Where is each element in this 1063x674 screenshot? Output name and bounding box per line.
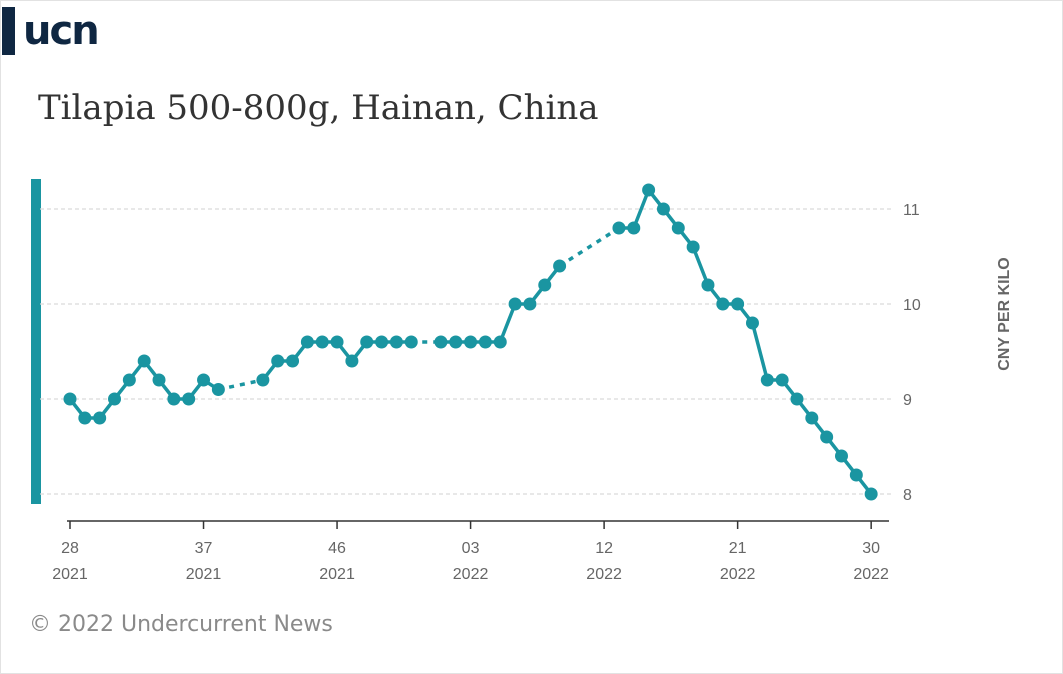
left-accent-bar bbox=[31, 179, 41, 504]
series-point bbox=[182, 392, 196, 406]
copyright-footer: © 2022 Undercurrent News bbox=[29, 612, 333, 637]
series-point bbox=[716, 297, 730, 311]
series-point bbox=[523, 297, 537, 311]
y-tick-label: 9 bbox=[903, 392, 912, 409]
series-point bbox=[820, 430, 834, 444]
y-tick-label: 10 bbox=[903, 297, 921, 314]
logo-text: ucn bbox=[23, 8, 100, 54]
series-point bbox=[671, 221, 685, 235]
series-line-segment bbox=[498, 302, 517, 344]
series-point bbox=[122, 373, 136, 387]
series-point bbox=[300, 335, 314, 349]
x-tick-week-label: 28 bbox=[61, 540, 79, 557]
ucn-logo[interactable]: ucn bbox=[2, 6, 100, 56]
series-point bbox=[360, 335, 374, 349]
series-point bbox=[790, 392, 804, 406]
x-tick-year-label: 2022 bbox=[853, 566, 889, 583]
series-point bbox=[642, 183, 656, 197]
series-point bbox=[553, 259, 567, 273]
series-point bbox=[137, 354, 151, 368]
series-point bbox=[849, 468, 863, 482]
series-point bbox=[464, 335, 478, 349]
series-point bbox=[508, 297, 522, 311]
series-point bbox=[538, 278, 552, 292]
series-point bbox=[805, 411, 819, 425]
x-tick-week-label: 37 bbox=[195, 540, 213, 557]
series-point bbox=[627, 221, 641, 235]
series-point bbox=[197, 373, 211, 387]
series-point bbox=[93, 411, 107, 425]
series-point bbox=[152, 373, 166, 387]
series-point bbox=[760, 373, 774, 387]
x-tick-year-label: 2022 bbox=[720, 566, 756, 583]
series-point bbox=[211, 383, 225, 396]
series-point bbox=[434, 335, 448, 349]
series-point bbox=[315, 335, 329, 349]
series-point bbox=[78, 411, 92, 425]
series-point bbox=[271, 354, 285, 368]
series-point bbox=[745, 316, 759, 330]
x-tick-year-label: 2021 bbox=[319, 566, 355, 583]
series-point bbox=[167, 392, 181, 406]
x-tick-week-label: 03 bbox=[462, 540, 480, 557]
series-point bbox=[286, 354, 300, 368]
series-point bbox=[375, 335, 389, 349]
series-point bbox=[449, 335, 463, 349]
series-point bbox=[63, 392, 77, 406]
x-tick-week-label: 46 bbox=[328, 540, 346, 557]
chart-title: Tilapia 500-800g, Hainan, China bbox=[38, 88, 599, 128]
series-line-segment bbox=[750, 321, 770, 382]
x-tick-year-label: 2021 bbox=[52, 566, 88, 583]
series-point bbox=[478, 335, 492, 349]
series-point bbox=[731, 297, 745, 311]
series-gap-segment bbox=[217, 378, 264, 392]
series-point bbox=[493, 335, 507, 349]
series-point bbox=[834, 449, 848, 463]
x-tick-year-label: 2022 bbox=[586, 566, 622, 583]
series-point bbox=[864, 487, 878, 501]
y-tick-label: 8 bbox=[903, 487, 912, 504]
y-axis-label: CNY PER KILO bbox=[996, 257, 1013, 371]
series-point bbox=[330, 335, 344, 349]
x-tick-week-label: 21 bbox=[729, 540, 747, 557]
logo-bar bbox=[2, 7, 15, 55]
series-point bbox=[256, 373, 270, 387]
x-tick-week-label: 12 bbox=[595, 540, 613, 557]
series-point bbox=[389, 335, 403, 349]
series-line-segment bbox=[691, 245, 710, 287]
series-point bbox=[108, 392, 122, 406]
series-point bbox=[404, 335, 418, 349]
x-tick-year-label: 2022 bbox=[453, 566, 489, 583]
series-point bbox=[612, 221, 626, 235]
x-tick-week-label: 30 bbox=[862, 540, 880, 557]
series-line-segment bbox=[632, 188, 651, 230]
series-point bbox=[656, 202, 670, 216]
series-point bbox=[345, 354, 359, 368]
series-point bbox=[686, 240, 700, 254]
series-point bbox=[701, 278, 715, 292]
x-tick-year-label: 2021 bbox=[186, 566, 222, 583]
series-point bbox=[775, 373, 789, 387]
y-tick-label: 11 bbox=[903, 202, 920, 219]
series-gap-segment bbox=[558, 226, 620, 268]
